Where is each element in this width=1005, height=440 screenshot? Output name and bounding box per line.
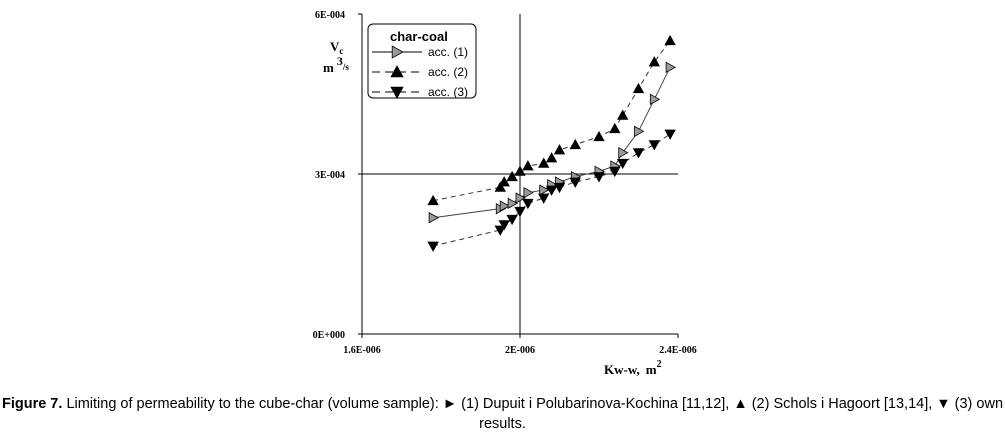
data-point [514, 206, 526, 218]
data-point [632, 148, 645, 159]
legend-label: acc. (1) [428, 45, 468, 59]
x-tick-label: 2.4E-006 [659, 345, 697, 356]
data-point [569, 177, 581, 188]
x-tick-label: 1.6E-006 [343, 345, 381, 356]
data-point [523, 186, 534, 199]
caption-label: Figure 7. [1, 396, 63, 412]
data-point [538, 193, 550, 204]
data-point [593, 172, 605, 183]
legend-marker [390, 86, 404, 99]
series-3 [427, 129, 676, 252]
data-point [506, 170, 518, 182]
data-point [593, 130, 605, 142]
data-point [664, 129, 676, 140]
legend-box [367, 23, 477, 99]
data-point [664, 34, 676, 46]
data-point [545, 152, 558, 163]
figure-caption: Figure 7. Limiting of permeability to th… [0, 394, 1005, 434]
data-point [609, 122, 621, 134]
series-1 [428, 61, 676, 224]
data-point [507, 197, 518, 210]
data-point [538, 157, 550, 168]
x-tick-label: 2E-006 [505, 345, 535, 356]
data-point [499, 200, 511, 212]
y-axis-label: Vc [330, 39, 343, 56]
x-axis-label: Kw-w, m2 [604, 359, 662, 377]
series-2 [427, 34, 676, 206]
legend-label: acc. (3) [428, 85, 468, 99]
data-point [428, 212, 439, 224]
data-point [634, 125, 645, 138]
legend: char-coal acc. (1) acc. (2) acc. (3) [367, 23, 477, 99]
data-point [498, 220, 510, 231]
data-point [539, 184, 550, 196]
data-point [649, 93, 661, 106]
data-point [632, 82, 645, 94]
data-point [569, 138, 581, 150]
data-point [514, 165, 526, 176]
data-point [617, 158, 629, 170]
data-point [553, 144, 566, 155]
data-point [494, 181, 506, 192]
y-tick-label: 6E-004 [315, 10, 345, 21]
data-point [522, 160, 534, 171]
data-point [427, 194, 439, 206]
data-point [609, 166, 621, 178]
legend-title: char-coal [390, 29, 448, 44]
legend-marker [390, 65, 404, 78]
caption-text: Limiting of permeability to the cube-cha… [66, 396, 1004, 432]
data-point [427, 241, 439, 252]
data-point [648, 140, 660, 151]
data-point [665, 61, 676, 74]
data-point [545, 185, 558, 196]
y-tick-label: 0E+000 [313, 330, 345, 341]
y-axis-unit: m 3/s [323, 54, 349, 75]
chart: 1.6E-006 2E-006 2.4E-006 0E+000 3E-004 6E-004… [313, 10, 697, 377]
legend-marker [391, 45, 404, 59]
data-point [648, 56, 660, 67]
legend-label: acc. (2) [428, 65, 468, 79]
data-point [494, 225, 506, 236]
data-point [506, 214, 518, 226]
data-point [498, 176, 510, 187]
data-point [553, 182, 566, 194]
data-point [617, 109, 629, 120]
data-point [618, 146, 629, 159]
data-point [515, 192, 526, 204]
data-point [522, 198, 534, 210]
y-tick-label: 3E-004 [315, 170, 345, 181]
